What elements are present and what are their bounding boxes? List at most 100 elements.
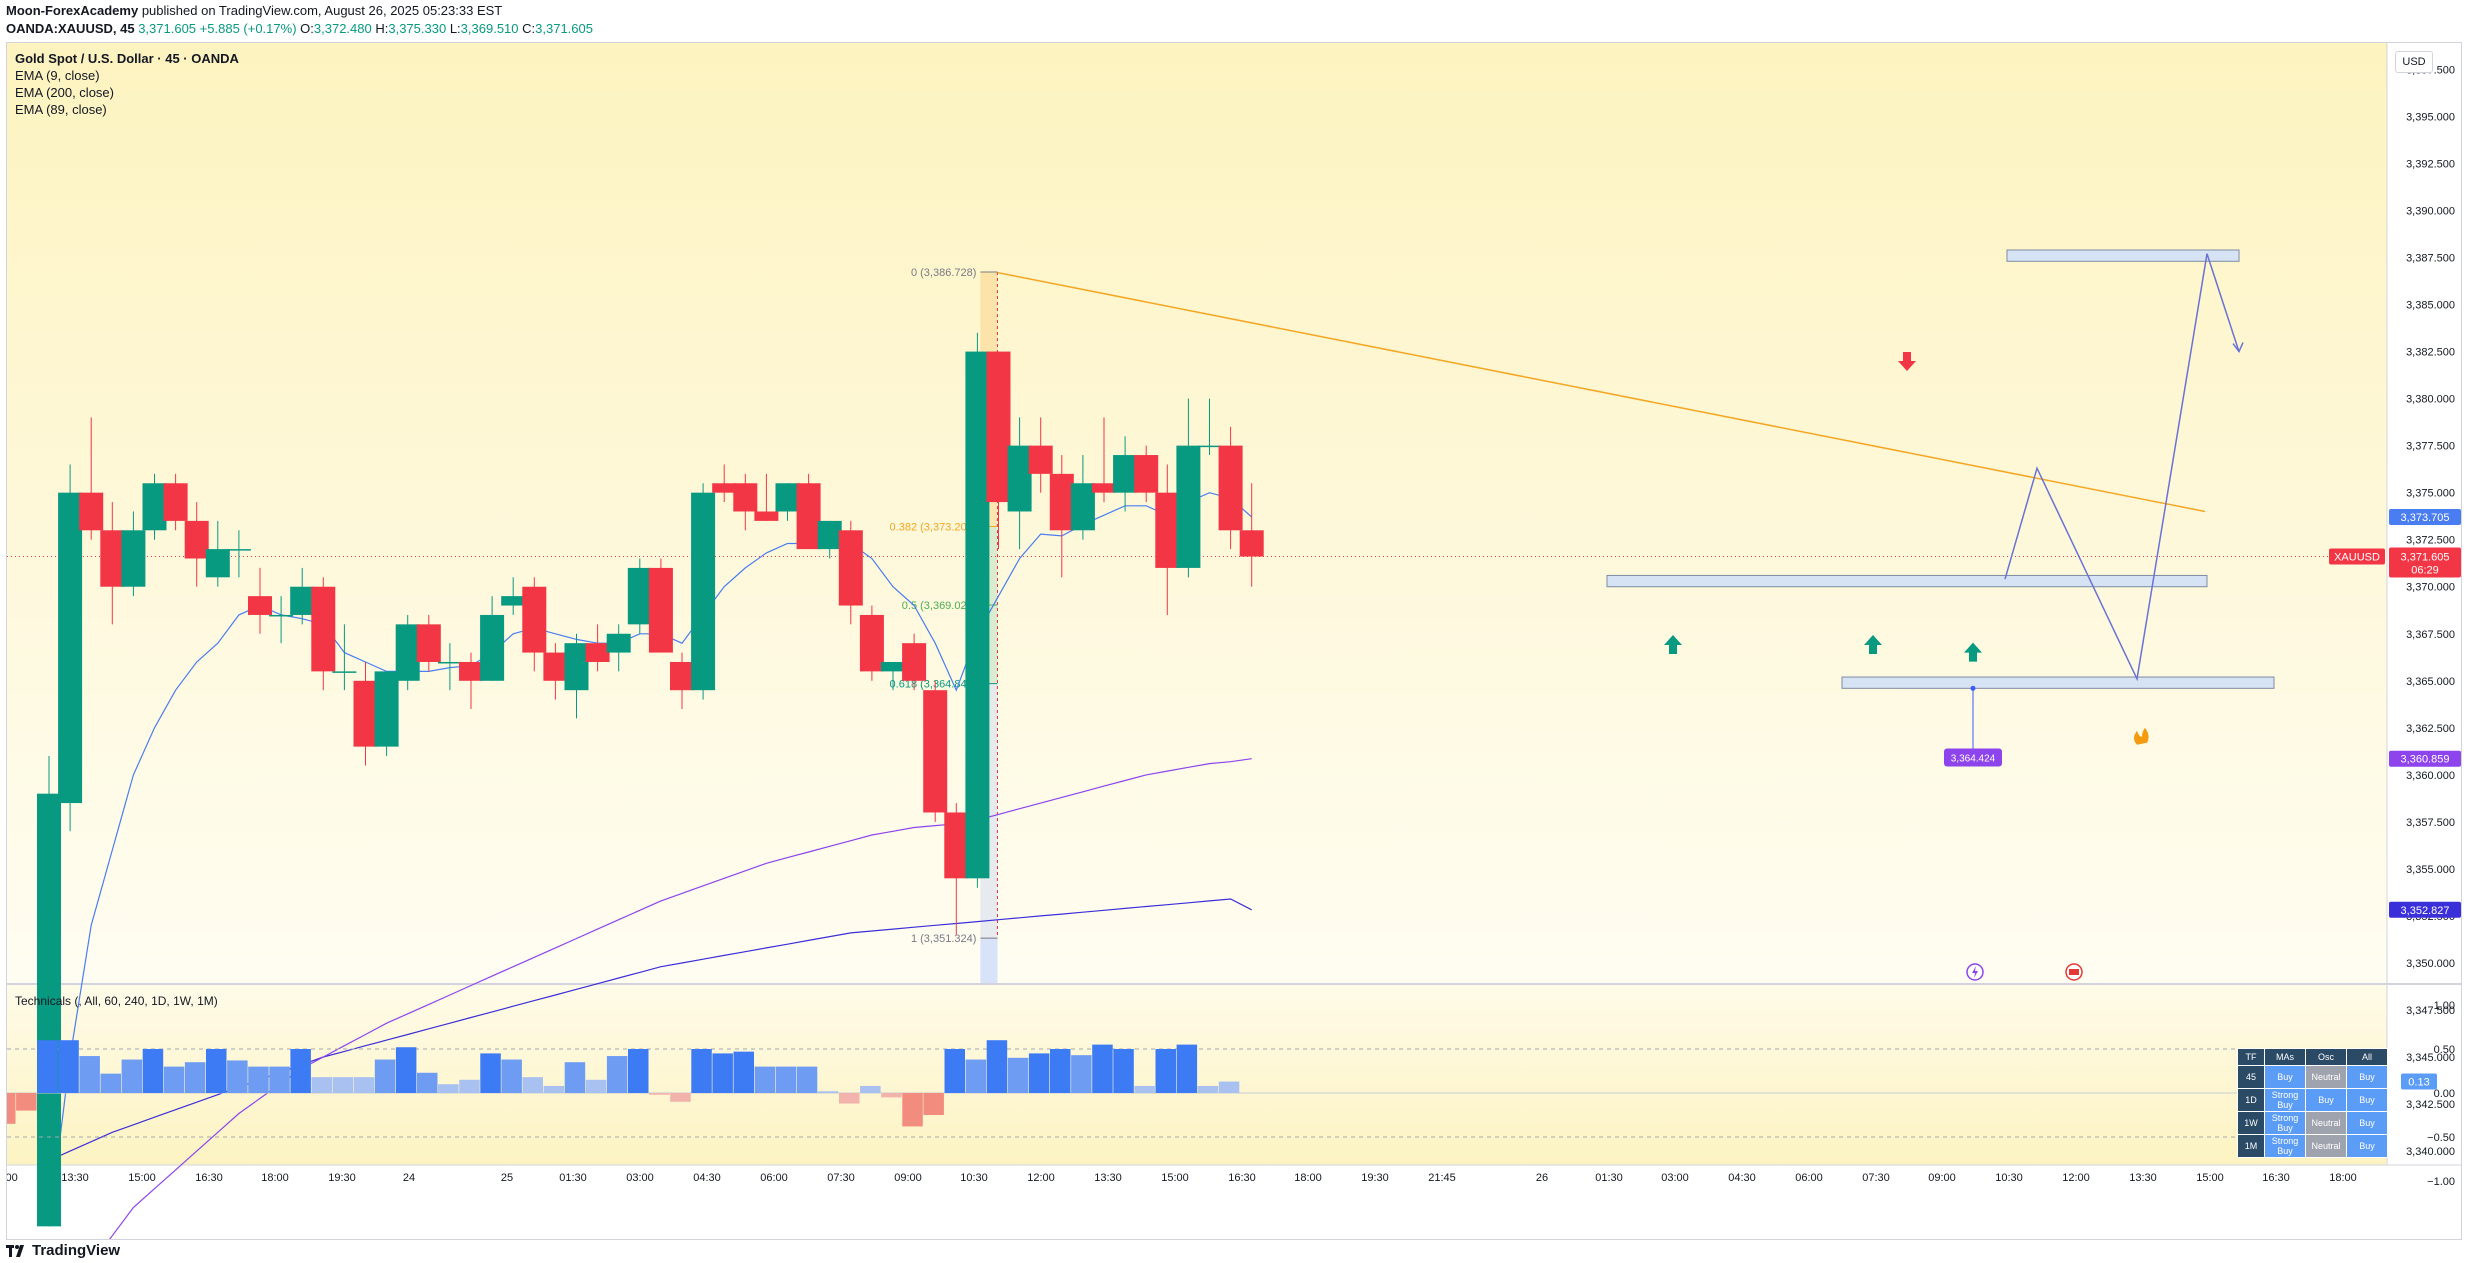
ema89-price-tag — [2389, 750, 2461, 767]
price-axis-label: 3,360.000 — [2406, 770, 2455, 782]
footer: TradingView — [0, 1240, 2469, 1263]
tech-row-tf: 1W — [2237, 1111, 2265, 1135]
time-axis-label: 16:30 — [195, 1172, 223, 1184]
technicals-bar — [1197, 1085, 1219, 1093]
technicals-bar — [564, 1062, 586, 1093]
technicals-bar — [965, 1059, 987, 1093]
price-axis-label: 3,372.500 — [2406, 535, 2455, 547]
technicals-bar — [986, 1040, 1008, 1093]
projection-arrowhead — [2232, 342, 2244, 354]
candle-body — [817, 520, 842, 550]
technicals-indicator-label[interactable]: Technicals (, All, 60, 240, 1D, 1W, 1M) — [15, 994, 218, 1008]
candle-body — [437, 661, 462, 664]
projection-path — [2004, 253, 2240, 682]
tech-row-mas: Strong Buy — [2264, 1111, 2306, 1135]
technicals-bar — [860, 1085, 881, 1093]
chart-title[interactable]: Gold Spot / U.S. Dollar · 45 · OANDA — [15, 51, 239, 66]
candle-body — [100, 530, 125, 587]
time-highlight — [980, 938, 998, 983]
bar-countdown-label: 06:29 — [2411, 565, 2439, 577]
osc-axis-label: 1.00 — [2434, 1000, 2455, 1012]
candle-body — [184, 520, 209, 559]
fib-level-label: 1 (3,351.324) — [911, 933, 976, 945]
sell-arrow-icon — [1898, 351, 1916, 371]
time-axis-label: 18:00 — [2329, 1172, 2357, 1184]
open-label: O: — [300, 21, 314, 36]
fib-level-label: 0.5 (3,369.026) — [902, 600, 977, 612]
publish-header: Moon-ForexAcademy published on TradingVi… — [0, 0, 2469, 42]
technicals-bar — [1071, 1055, 1092, 1093]
time-axis-label: 18:00 — [1294, 1172, 1322, 1184]
descending-trendline — [997, 271, 2206, 513]
last-price-label: 3,371.605 — [2401, 552, 2450, 564]
technicals-bar — [902, 1093, 923, 1127]
candle-body — [374, 671, 399, 747]
author-name[interactable]: Moon-ForexAcademy — [6, 3, 139, 18]
time-axis-label: 19:30 — [1361, 1172, 1389, 1184]
technicals-bar — [7, 1093, 16, 1124]
drawings[interactable]: 3,364.424 — [997, 249, 2275, 981]
tradingview-logo[interactable]: TradingView — [6, 1242, 120, 1259]
candle-body — [775, 483, 800, 512]
tech-row-tf: 45 — [2237, 1065, 2265, 1089]
price-axis-label: 3,380.000 — [2406, 394, 2455, 406]
technicals-bar — [332, 1077, 354, 1093]
technicals-bar — [417, 1072, 438, 1093]
candles[interactable] — [7, 332, 2387, 1227]
legend-ema89[interactable]: EMA (89, close) — [15, 102, 107, 117]
time-axis-label: 26 — [1536, 1172, 1548, 1184]
osc-axis-label: −1.00 — [2427, 1176, 2455, 1188]
support-resistance-zone — [1841, 676, 2275, 689]
time-axis-label: 04:30 — [693, 1172, 721, 1184]
legend-ema200[interactable]: EMA (200, close) — [15, 85, 114, 100]
tech-row-osc: Neutral — [2305, 1134, 2347, 1158]
candle-body — [205, 549, 230, 578]
candle-body — [1007, 445, 1032, 512]
osc-axis-label: −0.50 — [2427, 1132, 2455, 1144]
time-axis-label: 25 — [501, 1172, 513, 1184]
chart-panel[interactable]: 0 (3,386.728) 0.382 (3,373.203) 0.5 (3,369… — [6, 42, 2462, 1240]
time-axis-label: 10:30 — [1995, 1172, 2023, 1184]
candle-body — [543, 652, 568, 681]
price-axis-label: 3,355.000 — [2406, 864, 2455, 876]
candle-body — [1218, 445, 1243, 531]
price-axis-label: 3,390.000 — [2406, 205, 2455, 217]
candle-body — [944, 812, 969, 879]
publish-line: Moon-ForexAcademy published on TradingVi… — [6, 3, 502, 18]
technicals-table: TF MAs Osc All 45 Buy Neutral Buy 1D Str… — [2237, 1048, 2388, 1158]
technicals-bar — [227, 1060, 248, 1093]
low-label: L: — [449, 21, 461, 36]
technicals-bar — [395, 1047, 417, 1093]
tradingview-logo-icon — [6, 1244, 24, 1257]
currency-button[interactable]: USD — [2395, 51, 2433, 73]
candle-body — [395, 624, 420, 681]
technicals-bar — [16, 1093, 37, 1111]
technicals-bar — [1113, 1049, 1134, 1093]
candle-body — [501, 596, 526, 606]
tech-row-osc: Neutral — [2305, 1111, 2347, 1135]
ema200-price-tag-label: 3,352.827 — [2401, 905, 2450, 917]
price-axis-label: 3,385.000 — [2406, 300, 2455, 312]
technicals-bar — [923, 1093, 944, 1115]
support-resistance-zone — [2006, 249, 2240, 262]
technicals-bar — [438, 1084, 459, 1093]
time-axis[interactable]: 2:00 13:30 15:00 16:30 18:00 19:30 24 25 01:30 03… — [7, 1172, 2357, 1184]
price-tags: 3,373.705 3,360.859 3,352.827 3,371.60506:2… — [2329, 509, 2461, 918]
candle-body — [1134, 455, 1159, 493]
candle-body — [522, 586, 547, 653]
technicals-bar — [459, 1079, 480, 1093]
open-value: 3,372.480 — [313, 21, 372, 36]
time-axis-label: 13:30 — [61, 1172, 89, 1184]
time-axis-label: 07:30 — [827, 1172, 855, 1184]
technicals-bar — [480, 1053, 501, 1093]
candle-body — [670, 661, 694, 691]
time-axis-label: 12:00 — [1027, 1172, 1055, 1184]
time-axis-label: 13:30 — [1094, 1172, 1122, 1184]
legend-ema9[interactable]: EMA (9, close) — [15, 68, 100, 83]
candle-body — [838, 530, 863, 606]
price-chart[interactable]: 0 (3,386.728) 0.382 (3,373.203) 0.5 (3,369… — [7, 43, 2462, 1240]
technicals-bar — [543, 1085, 565, 1093]
candle-body — [1197, 445, 1222, 448]
price-axis-label: 3,350.000 — [2406, 958, 2455, 970]
price-axis-background — [2387, 43, 2461, 1165]
